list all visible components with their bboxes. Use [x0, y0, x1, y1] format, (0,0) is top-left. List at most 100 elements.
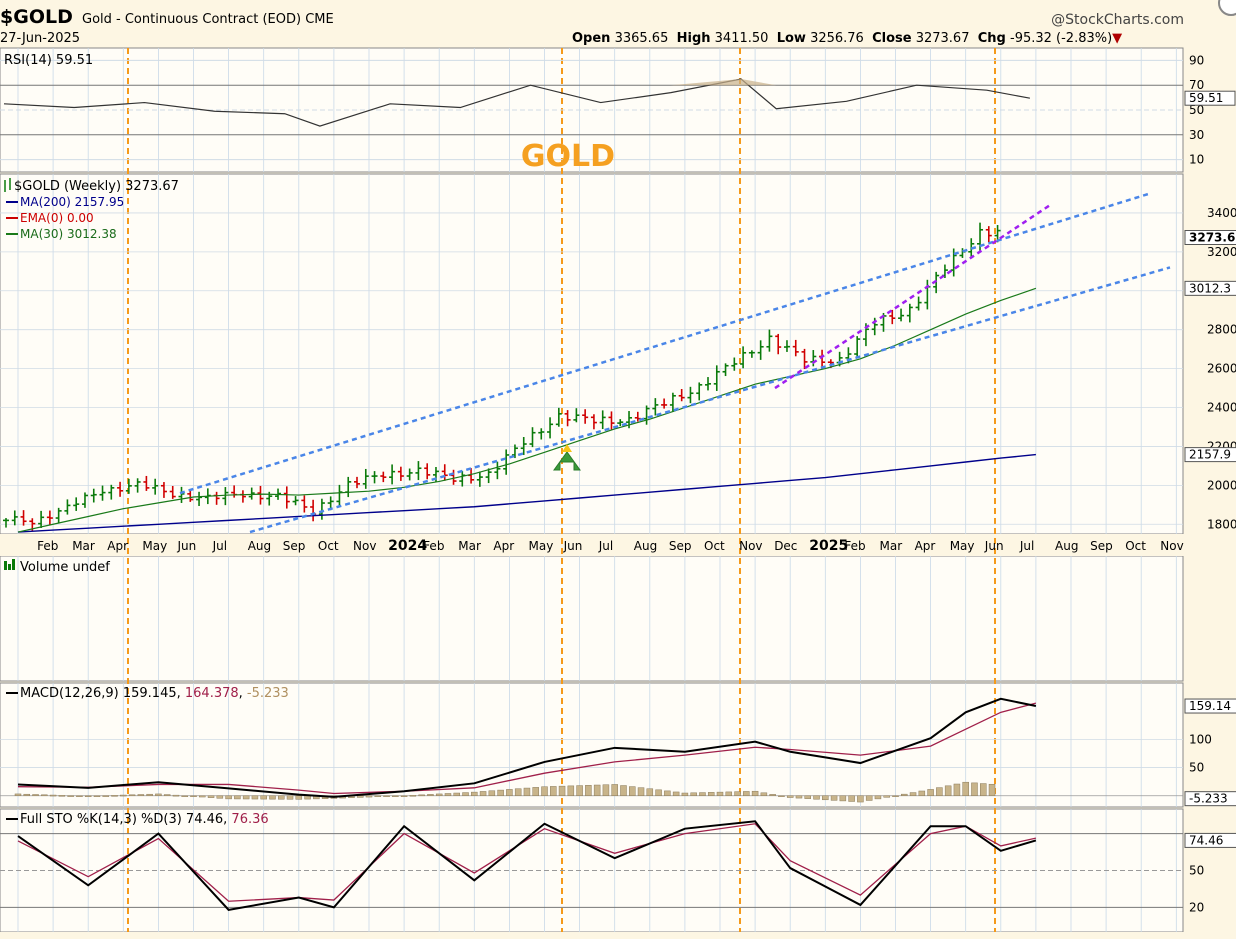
price-tick-label: 2400 [1207, 401, 1236, 415]
sto-legend-main: Full STO %K(14,3) %D(3) 74.46 [20, 812, 223, 827]
macd-histogram-bar [567, 785, 575, 796]
macd-histogram-bar [839, 795, 847, 802]
macd-histogram-bar [49, 794, 57, 797]
x-tick-label: Nov [1160, 539, 1183, 553]
ma200-last-box [1184, 447, 1236, 463]
macd-histogram-bar [190, 795, 197, 797]
macd-histogram-bar [67, 795, 74, 797]
macd-histogram-bar [497, 789, 504, 796]
macd-histogram-bar [822, 795, 829, 801]
macd-histogram-bar [199, 795, 206, 798]
price-legend: $GOLD (Weekly) 3273.67 [14, 179, 179, 194]
macd-histogram-bar [944, 785, 952, 796]
x-tick-label: Mar [458, 539, 481, 553]
ma200-legend: MA(200) 2157.95 [20, 195, 124, 209]
sto-k-line [17, 820, 1037, 911]
arrow-tip-icon [562, 444, 572, 452]
macd-panel[interactable] [0, 697, 1183, 803]
macd-histogram-bar [242, 795, 250, 800]
macd-histogram-bar [927, 789, 934, 796]
macd-histogram-bar [558, 785, 566, 796]
macd-histogram-bar [716, 791, 724, 796]
macd-line [17, 697, 1037, 798]
macd-histogram-bar [909, 792, 917, 796]
rsi-tick-label: 50 [1189, 103, 1204, 117]
macd-histogram-bar [207, 795, 215, 798]
x-tick-label: Sep [669, 539, 692, 553]
macd-histogram-bar [980, 783, 987, 796]
macd-histogram-bar [865, 795, 873, 801]
macd-histogram-bar [953, 783, 961, 796]
x-tick-label: Jun [563, 539, 583, 553]
x-tick-label: Feb [844, 539, 865, 553]
axis-labels: 907050301059.513400320028002600240022002… [4, 53, 1236, 914]
macd-histogram-bar [655, 789, 662, 796]
macd-histogram-bar [664, 790, 671, 796]
macd-histogram-bar [260, 795, 267, 800]
x-tick-label: Nov [739, 539, 762, 553]
macd-histogram-bar [760, 792, 768, 796]
macd-histogram-bar [383, 795, 390, 797]
macd-histogram-bar [453, 792, 460, 796]
macd-histogram-bar [295, 795, 303, 800]
x-tick-label: Apr [107, 539, 128, 553]
macd-histogram-bar [14, 793, 22, 796]
ema0-legend: EMA(0) 0.00 [20, 211, 94, 225]
macd-histogram-bar [988, 783, 996, 796]
macd-histogram-bar [479, 791, 487, 796]
macd-histogram-bar [857, 795, 864, 803]
macd-histogram-bar [76, 795, 83, 797]
rsi-last-box [1184, 90, 1236, 106]
macd-histogram-bar [769, 794, 776, 796]
sto-legend-d: 76.36 [231, 812, 268, 827]
ticker-symbol: $GOLD [0, 6, 73, 28]
macd-histogram-bar [576, 785, 583, 796]
macd-histogram-bar [155, 793, 162, 796]
macd-histogram-bar [93, 795, 101, 797]
ohlc-readout: Open 3365.65 High 3411.50 Low 3256.76 Cl… [572, 31, 1122, 46]
macd-histogram-bar [163, 794, 171, 796]
macd-histogram-bar [523, 787, 531, 796]
x-tick-label: Aug [248, 539, 271, 553]
rsi-panel[interactable] [0, 59, 1183, 161]
macd-histogram-bar [550, 786, 557, 796]
down-arrow-icon: ▼ [1112, 31, 1123, 46]
low-value: 3256.76 [810, 31, 864, 46]
x-tick-label: Nov [353, 539, 376, 553]
sto-last-value: 74.46 [1189, 833, 1223, 847]
macd-histogram-bar [883, 795, 890, 798]
macd-histogram-bar [672, 791, 680, 796]
macd-histogram-bar [901, 793, 908, 796]
high-value: 3411.50 [714, 31, 769, 46]
macd-histogram-bar [936, 787, 943, 796]
rsi-tick-label: 30 [1189, 128, 1204, 142]
volume-legend: Volume undef [20, 560, 110, 575]
chart-options-icon[interactable] [1218, 0, 1236, 16]
sto-tick-label: 20 [1189, 900, 1204, 914]
macd-hist-last-value-box [1184, 791, 1236, 807]
lower-channel-line [249, 266, 1171, 534]
macd-histogram-bar [593, 784, 601, 796]
macd-histogram-bar [216, 795, 224, 799]
upper-channel-line [179, 192, 1151, 495]
macd-histogram-bar [120, 794, 127, 797]
x-tick-label: Sep [1090, 539, 1113, 553]
macd-histogram-bar [23, 793, 31, 796]
brand-label[interactable]: @StockCharts.com [1051, 12, 1184, 28]
price-tick-label: 3200 [1207, 245, 1236, 259]
x-tick-label: Feb [423, 539, 444, 553]
price-panel[interactable] [0, 192, 1183, 534]
price-tick-label: 2600 [1207, 362, 1236, 376]
sto-legend: Full STO %K(14,3) %D(3) 74.46, 76.36 [20, 812, 269, 827]
macd-histogram-bar [506, 789, 513, 796]
macd-histogram-bar [234, 795, 241, 800]
panel-bg-price [0, 173, 1184, 535]
macd-histogram-bar [181, 795, 188, 797]
open-label: Open [572, 31, 611, 46]
x-tick-label: May [950, 539, 975, 553]
macd-histogram-bar [111, 795, 118, 797]
close-label: Close [872, 31, 912, 46]
sto-panel[interactable] [0, 820, 1183, 911]
macd-histogram-bar [699, 792, 706, 796]
